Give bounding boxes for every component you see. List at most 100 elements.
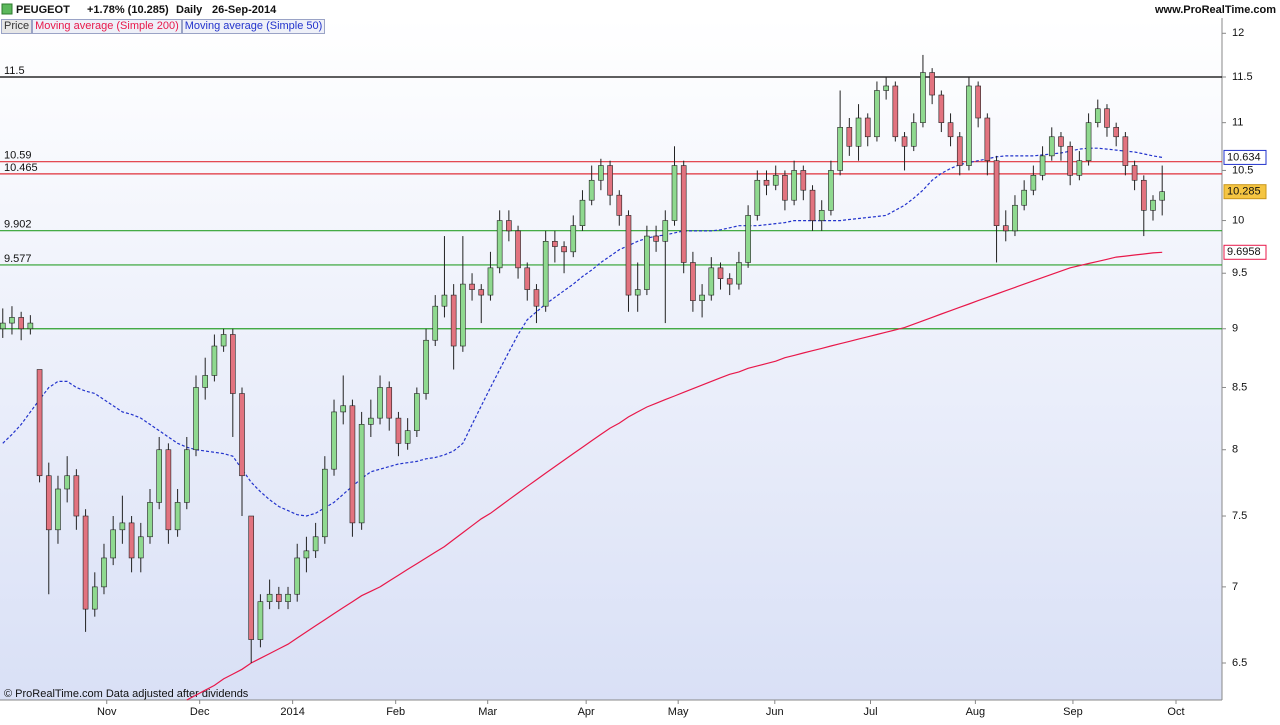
candle-body: [450, 294, 457, 347]
candle-body: [404, 430, 411, 444]
candle: [1150, 195, 1156, 221]
candle: [358, 411, 365, 530]
candle: [202, 357, 209, 400]
candle-body: [340, 405, 347, 413]
candle: [1076, 151, 1083, 181]
y-tick-label: 11: [1232, 117, 1243, 129]
candle: [460, 236, 466, 352]
y-tick-label: 10: [1232, 214, 1244, 226]
candle: [386, 381, 393, 431]
candle-body: [791, 170, 797, 201]
candle: [874, 81, 880, 142]
candle: [239, 387, 245, 517]
candle: [864, 113, 871, 147]
legend-entry: Moving average (Simple 50): [181, 19, 326, 34]
candle-body: [874, 90, 880, 138]
candle: [1012, 195, 1018, 237]
candle-body: [984, 117, 991, 162]
x-tick-label: Jun: [766, 706, 784, 718]
candle: [671, 146, 678, 226]
candle-body: [506, 220, 512, 232]
last-price-box: [1223, 184, 1267, 200]
candle: [800, 165, 807, 201]
candle-body: [478, 289, 485, 296]
candle-body: [736, 262, 742, 285]
candle: [828, 160, 834, 216]
level-label: 10.59: [4, 150, 32, 162]
candle-body: [763, 179, 770, 186]
candle: [18, 311, 24, 341]
ma-line: [2, 147, 1163, 517]
candle-body: [772, 175, 779, 186]
candle: [920, 54, 926, 128]
candle: [947, 113, 954, 147]
candle-body: [1012, 204, 1018, 232]
candle: [432, 295, 439, 347]
legend-entry: Moving average (Simple 200): [32, 19, 182, 34]
candle-body: [239, 393, 245, 477]
x-tick-label: Aug: [966, 706, 986, 718]
candle: [975, 81, 981, 128]
candle-body: [55, 488, 61, 531]
candle-body: [938, 94, 945, 123]
candle-body: [27, 322, 34, 330]
candle: [588, 165, 595, 206]
x-tick-label: Jul: [863, 706, 877, 718]
candle: [404, 418, 411, 450]
candle-body: [285, 593, 291, 602]
candle-body: [1094, 108, 1101, 123]
candle-body: [147, 502, 153, 538]
candle-body: [699, 294, 705, 301]
candle-body: [312, 536, 319, 552]
candle-body: [220, 334, 227, 347]
y-tick-label: 8: [1232, 444, 1238, 456]
candle: [542, 230, 549, 312]
candle-body: [395, 417, 402, 444]
candle: [726, 273, 733, 296]
candle: [36, 369, 43, 483]
candle-body: [64, 475, 70, 490]
candle-body: [515, 230, 521, 269]
candle-body: [818, 210, 825, 221]
candle: [552, 230, 558, 263]
candle-body: [18, 317, 24, 330]
candle-body: [542, 241, 549, 307]
candle-body: [303, 550, 310, 559]
candle: [64, 456, 70, 503]
candle-body: [947, 122, 954, 138]
candle-body: [910, 122, 917, 147]
candle-body: [956, 136, 963, 166]
candle: [174, 488, 181, 537]
candle-body: [524, 267, 531, 290]
candle-body: [966, 85, 972, 166]
candle: [1122, 132, 1129, 176]
x-tick-label: Feb: [386, 706, 405, 718]
candle: [0, 308, 6, 338]
candle-body: [110, 529, 116, 559]
candle: [690, 251, 696, 312]
candle: [754, 170, 761, 221]
candle: [956, 132, 963, 176]
candle: [1140, 175, 1147, 237]
candle: [193, 375, 199, 457]
date: 26-Sep-2014: [212, 4, 277, 16]
candle: [101, 543, 107, 595]
y-tick-label: 11.5: [1232, 71, 1253, 83]
candle: [1039, 146, 1046, 181]
candle-body: [432, 305, 439, 341]
candle: [561, 241, 567, 274]
candle: [966, 77, 972, 171]
site: www.ProRealTime.com: [1154, 4, 1276, 16]
candle-body: [248, 515, 255, 640]
candle: [607, 160, 613, 206]
candle: [598, 158, 604, 191]
candle-body: [128, 522, 135, 559]
level-label: 11.5: [4, 65, 25, 77]
y-tick-label: 7: [1232, 581, 1238, 593]
candle-body: [230, 334, 236, 394]
candle-body: [358, 424, 365, 524]
candle: [1067, 141, 1073, 186]
candle: [1104, 104, 1110, 137]
period: Daily: [176, 4, 203, 16]
candle: [414, 387, 420, 437]
